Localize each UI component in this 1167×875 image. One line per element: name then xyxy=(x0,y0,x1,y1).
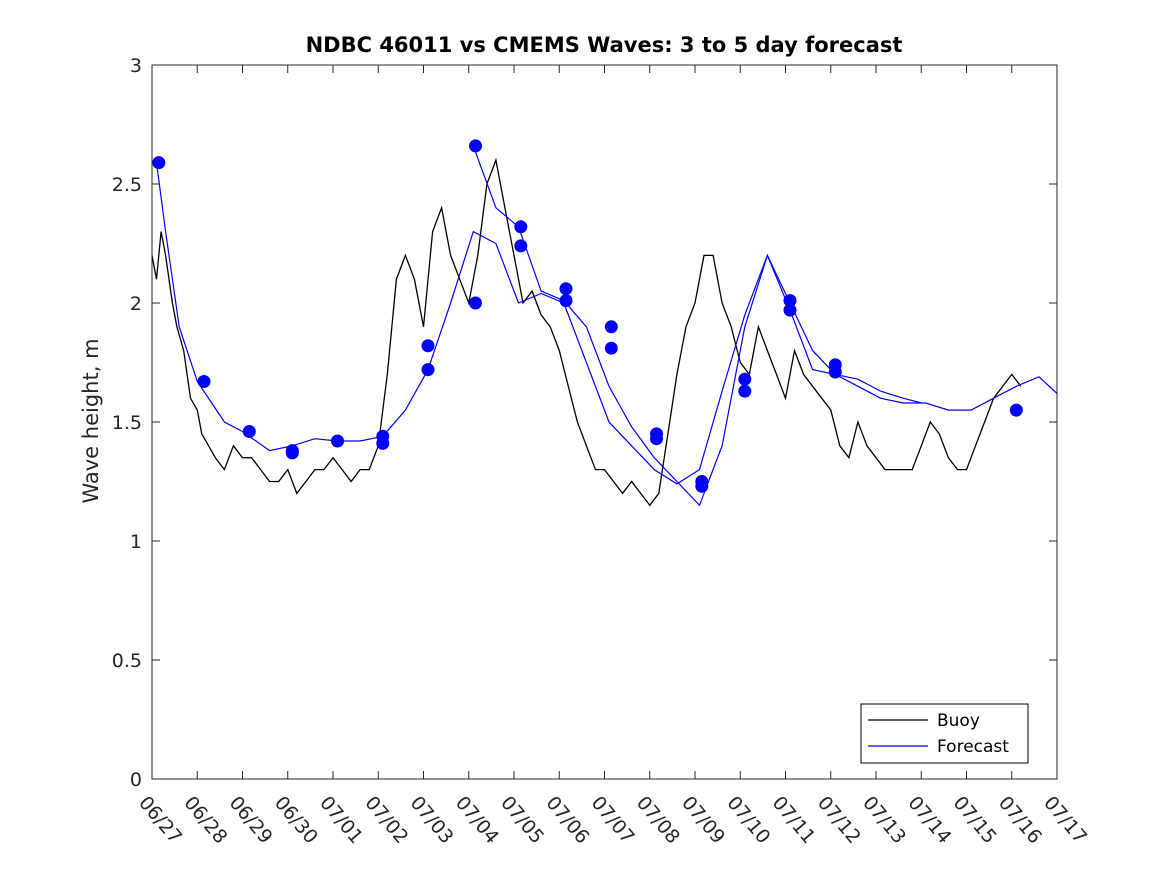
forecast-marker xyxy=(1009,403,1023,417)
legend-label-forecast: Forecast xyxy=(937,737,1009,757)
y-axis-label: Wave height, m xyxy=(79,338,103,503)
forecast-marker xyxy=(242,425,256,438)
forecast-marker xyxy=(738,372,752,386)
forecast-marker xyxy=(604,341,618,355)
forecast-marker xyxy=(197,375,211,388)
forecast-marker xyxy=(331,434,344,448)
forecast-marker xyxy=(695,475,709,488)
legend: Buoy Forecast xyxy=(860,703,1029,764)
y-tick-label: 2.5 xyxy=(112,174,142,196)
y-tick-label: 3 xyxy=(130,55,142,77)
forecast-marker xyxy=(783,303,797,317)
y-tick-label: 1 xyxy=(130,531,142,553)
forecast-marker xyxy=(469,139,482,153)
y-tick-label: 0.5 xyxy=(112,650,142,672)
forecast-marker xyxy=(514,220,528,234)
y-tick-label: 1.5 xyxy=(112,412,142,434)
forecast-marker xyxy=(559,282,573,296)
legend-label-buoy: Buoy xyxy=(937,711,980,731)
y-tick-label: 0 xyxy=(130,769,142,791)
forecast-marker xyxy=(469,296,482,310)
forecast-marker xyxy=(559,294,573,308)
forecast-marker xyxy=(421,339,435,353)
legend-box xyxy=(860,703,1029,764)
series-line-0 xyxy=(151,157,1022,507)
forecast-marker xyxy=(421,363,435,377)
plot-area xyxy=(151,139,1058,507)
forecast-marker xyxy=(604,320,618,334)
forecast-marker xyxy=(152,156,166,170)
series-line-2 xyxy=(472,145,922,507)
forecast-marker xyxy=(738,384,752,398)
forecast-marker xyxy=(514,239,528,253)
forecast-marker xyxy=(376,429,390,443)
y-tick-label: 2 xyxy=(130,293,142,315)
forecast-marker xyxy=(285,444,299,458)
forecast-marker xyxy=(828,358,842,372)
chart-title: NDBC 46011 vs CMEMS Waves: 3 to 5 day fo… xyxy=(306,33,903,57)
forecast-marker xyxy=(783,294,797,308)
forecast-marker xyxy=(650,427,663,441)
